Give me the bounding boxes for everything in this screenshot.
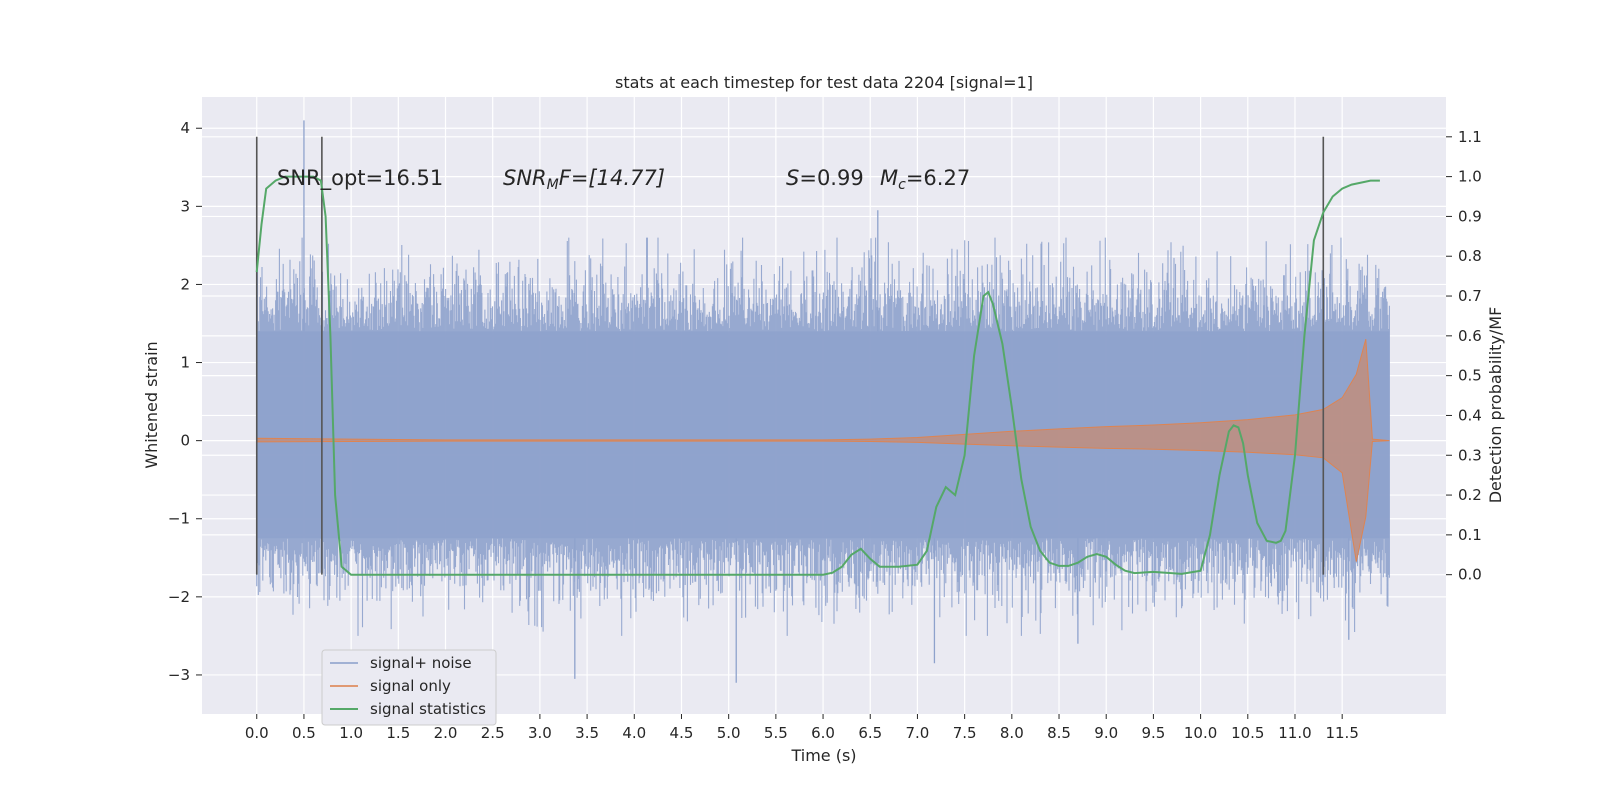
left-y-tick-label: −3 [168,666,190,684]
x-tick-label: 10.5 [1231,724,1264,742]
left-y-tick-label: 3 [180,197,190,215]
snr-mf-label: SNR [503,166,547,190]
right-y-tick-label: 0.7 [1458,287,1482,305]
signal-envelope [256,338,1390,562]
right-y-axis-ticks: 0.0 0.1 0.2 0.3 0.4 0.5 0.6 0.7 0.8 0.9 1.0 1.1 [1446,128,1482,584]
snr-mf-sub: M [547,177,559,193]
right-y-axis-label: Detection probability/MF [1486,307,1505,504]
x-axis-label: Time (s) [790,746,856,765]
x-tick-label: 3.5 [575,724,599,742]
mc-label: M [880,166,898,190]
x-tick-label: 3.0 [528,724,552,742]
mc-value: =6.27 [906,166,970,190]
right-y-tick-label: 1.1 [1458,128,1482,146]
right-y-tick-label: 0.0 [1458,566,1482,584]
right-y-tick-label: 0.2 [1458,486,1482,504]
x-tick-label: 6.5 [858,724,882,742]
right-y-tick-label: 0.6 [1458,327,1482,345]
x-tick-label: 8.0 [1000,724,1024,742]
right-y-tick-label: 0.3 [1458,446,1482,464]
legend-entry-noise: signal+ noise [370,654,472,672]
x-axis-ticks: 0.0 0.5 1.0 1.5 2.0 2.5 3.0 3.5 4.0 4.5 5.0 5.5 6.0 6… [245,714,1359,742]
x-tick-label: 2.0 [434,724,458,742]
statistics-line [255,175,1380,576]
signal-statistics-series [255,175,1380,576]
right-y-tick-label: 0.8 [1458,247,1482,265]
x-tick-label: 1.0 [339,724,363,742]
legend: signal+ noise signal only signal statist… [321,649,497,726]
x-tick-label: 5.0 [717,724,741,742]
left-y-tick-label: −2 [168,588,190,606]
legend-entry-stats: signal statistics [370,700,486,718]
x-tick-label: 7.0 [906,724,930,742]
annotation-snr-mf: SNRMF=[14.77] [503,166,665,193]
right-y-tick-label: 0.9 [1458,207,1482,225]
x-tick-label: 9.0 [1094,724,1118,742]
legend-box [321,649,497,726]
s-value: =0.99 [799,166,863,190]
right-y-tick-label: 0.4 [1458,406,1482,424]
x-tick-label: 4.5 [670,724,694,742]
left-y-axis-label: Whitened strain [142,341,161,468]
right-y-tick-label: 0.5 [1458,367,1482,385]
mc-sub: c [898,177,906,193]
left-y-tick-label: 4 [180,119,190,137]
left-y-tick-label: 2 [180,275,190,293]
s-label: S [786,166,799,190]
x-tick-label: 0.0 [245,724,269,742]
legend-entry-signal: signal only [370,677,451,695]
x-tick-label: 11.0 [1278,724,1311,742]
x-tick-label: 0.5 [292,724,316,742]
left-y-tick-label: 0 [180,432,190,450]
x-tick-label: 9.5 [1141,724,1165,742]
x-tick-label: 2.5 [481,724,505,742]
x-tick-label: 4.0 [622,724,646,742]
x-tick-label: 1.5 [386,724,410,742]
left-y-tick-label: 1 [180,354,190,372]
left-y-axis-ticks: −3 −2 −1 0 1 2 3 4 [168,119,202,684]
x-tick-label: 11.5 [1325,724,1358,742]
snr-mf-rest: F=[14.77] [559,166,665,190]
annotation-s: S=0.99 [786,166,864,190]
x-tick-label: 7.5 [953,724,977,742]
left-y-tick-label: −1 [168,510,190,528]
signal-only-series [256,338,1390,562]
x-tick-label: 8.5 [1047,724,1071,742]
x-tick-label: 5.5 [764,724,788,742]
annotation-mc: Mc=6.27 [880,166,970,193]
x-tick-label: 6.0 [811,724,835,742]
annotation-snr-opt: SNR_opt=16.51 [277,166,443,191]
right-y-tick-label: 0.1 [1458,526,1482,544]
x-tick-label: 10.0 [1184,724,1217,742]
vertical-markers [255,136,1325,575]
right-y-tick-label: 1.0 [1458,168,1482,186]
chart-title: stats at each timestep for test data 220… [615,73,1033,92]
